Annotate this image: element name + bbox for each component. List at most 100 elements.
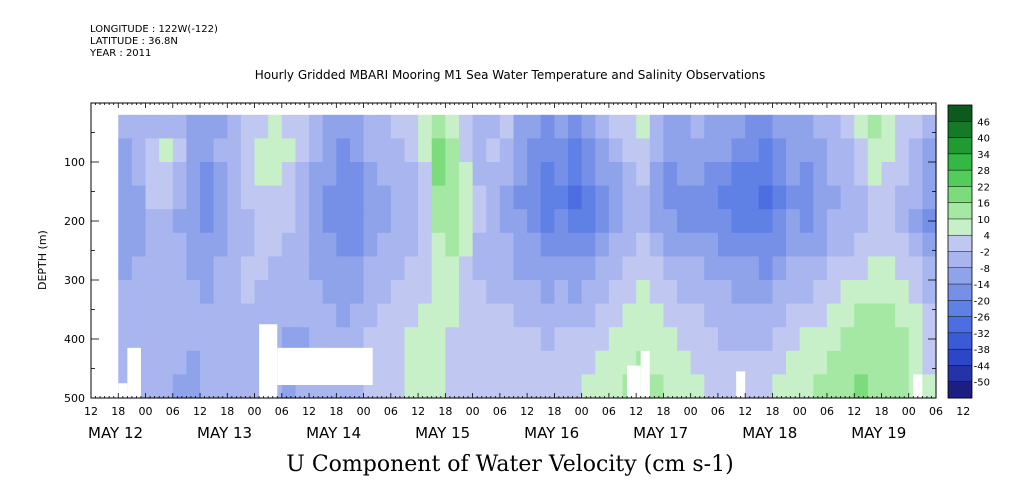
heatmap-cell: [527, 114, 542, 139]
heatmap-cell: [540, 209, 555, 234]
heatmap-cell: [418, 185, 433, 210]
heatmap-cell: [840, 350, 855, 375]
heatmap-cell: [363, 185, 378, 210]
heatmap-cell: [690, 209, 705, 234]
heatmap-cell: [813, 209, 828, 234]
heatmap-cell: [677, 374, 692, 399]
heatmap-cell: [363, 327, 378, 352]
heatmap-cell: [745, 327, 760, 352]
latitude-label: LATITUDE : 36.8N: [90, 36, 178, 47]
heatmap-cell: [786, 232, 801, 257]
heatmap-cell: [349, 280, 365, 305]
heatmap-cell: [786, 256, 801, 281]
x-tick-label: 06: [820, 405, 834, 418]
heatmap-cell: [813, 350, 828, 375]
heatmap-cell: [486, 138, 501, 163]
heatmap-cell: [568, 232, 583, 257]
heatmap-cell: [349, 303, 365, 328]
heatmap-cell: [731, 138, 746, 163]
heatmap-cell: [772, 114, 787, 139]
heatmap-cell: [772, 256, 787, 281]
heatmap-cell: [309, 303, 324, 328]
date-label: MAY 14: [306, 424, 361, 442]
heatmap-cell: [227, 303, 242, 328]
colorbar-label: -32: [974, 329, 990, 340]
heatmap-cell: [322, 232, 337, 257]
heatmap-cell: [799, 232, 814, 257]
missing-data-block: [627, 365, 641, 398]
heatmap-cell: [554, 209, 569, 234]
heatmap-cell: [200, 303, 215, 328]
heatmap-cell: [336, 256, 351, 281]
heatmap-cell: [200, 185, 215, 210]
heatmap-cell: [145, 327, 160, 352]
heatmap-cell: [854, 232, 869, 257]
heatmap-cell: [377, 327, 392, 352]
heatmap-cell: [568, 185, 583, 210]
x-tick-label: 12: [302, 405, 316, 418]
heatmap-cell: [649, 209, 665, 234]
x-tick-label: 06: [602, 405, 616, 418]
heatmap-cell: [799, 327, 814, 352]
x-tick-label: 00: [139, 405, 153, 418]
heatmap-cell: [636, 185, 651, 210]
heatmap-cell: [281, 256, 297, 281]
heatmap-cell: [431, 232, 446, 257]
y-axis-label: DEPTH (m): [36, 230, 49, 290]
heatmap-cell: [281, 232, 297, 257]
heatmap-cell: [336, 185, 351, 210]
heatmap-cell: [172, 327, 188, 352]
heatmap-cell: [677, 350, 692, 375]
heatmap-cell: [159, 374, 174, 399]
colorbar: -50 -44 -38 -32 -26 -20 -14 -8 -2 4 10 16 22 28 34 40 46: [947, 104, 990, 399]
heatmap-cell: [118, 327, 133, 352]
heatmap-cell: [581, 256, 596, 281]
heatmap-cell: [840, 280, 855, 305]
heatmap-cell: [349, 256, 365, 281]
heatmap-cell: [663, 374, 678, 399]
heatmap-cell: [922, 114, 937, 139]
heatmap-cell: [799, 374, 814, 399]
colorbar-swatch: [948, 153, 972, 171]
heatmap-cell: [349, 138, 365, 163]
x-axis-ticks: 12 18 00 06 12 18 00 06 12 18 00 06 12 18 00 06 12 18 00 06…: [84, 103, 970, 442]
heatmap-cell: [540, 138, 555, 163]
date-label: MAY 12: [88, 424, 143, 442]
heatmap-cell: [159, 327, 174, 352]
heatmap-cell: [704, 303, 719, 328]
heatmap-cell: [595, 327, 610, 352]
heatmap-cell: [213, 185, 228, 210]
heatmap-cell: [922, 138, 937, 163]
heatmap-cell: [472, 280, 487, 305]
heatmap-cell: [581, 114, 596, 139]
heatmap-cell: [813, 303, 828, 328]
heatmap-cell: [295, 303, 310, 328]
colorbar-label: -14: [974, 280, 990, 291]
heatmap-cell: [295, 232, 310, 257]
x-tick-label: 06: [275, 405, 289, 418]
heatmap-cell: [458, 209, 474, 234]
heatmap-cell: [663, 280, 678, 305]
heatmap-cell: [881, 327, 896, 352]
heatmap-cell: [649, 303, 665, 328]
heatmap-cell: [186, 256, 201, 281]
heatmap-cell: [690, 350, 705, 375]
heatmap-cell: [758, 209, 774, 234]
heatmap-cell: [881, 185, 896, 210]
heatmap-cell: [717, 114, 733, 139]
missing-data-block: [736, 371, 746, 398]
x-tick-label: 12: [520, 405, 534, 418]
colorbar-swatch: [948, 381, 972, 399]
heatmap-cell: [513, 374, 528, 399]
heatmap-cell: [445, 114, 460, 139]
missing-data-block: [640, 350, 650, 398]
heatmap-cell: [254, 114, 269, 139]
heatmap-cell: [309, 327, 324, 352]
heatmap-cell: [690, 232, 705, 257]
heatmap-cell: [172, 114, 188, 139]
heatmap-cell: [377, 350, 392, 375]
heatmap-cell: [690, 114, 705, 139]
heatmap-cell: [758, 280, 774, 305]
heatmap-cell: [717, 303, 733, 328]
heatmap-cell: [268, 138, 283, 163]
